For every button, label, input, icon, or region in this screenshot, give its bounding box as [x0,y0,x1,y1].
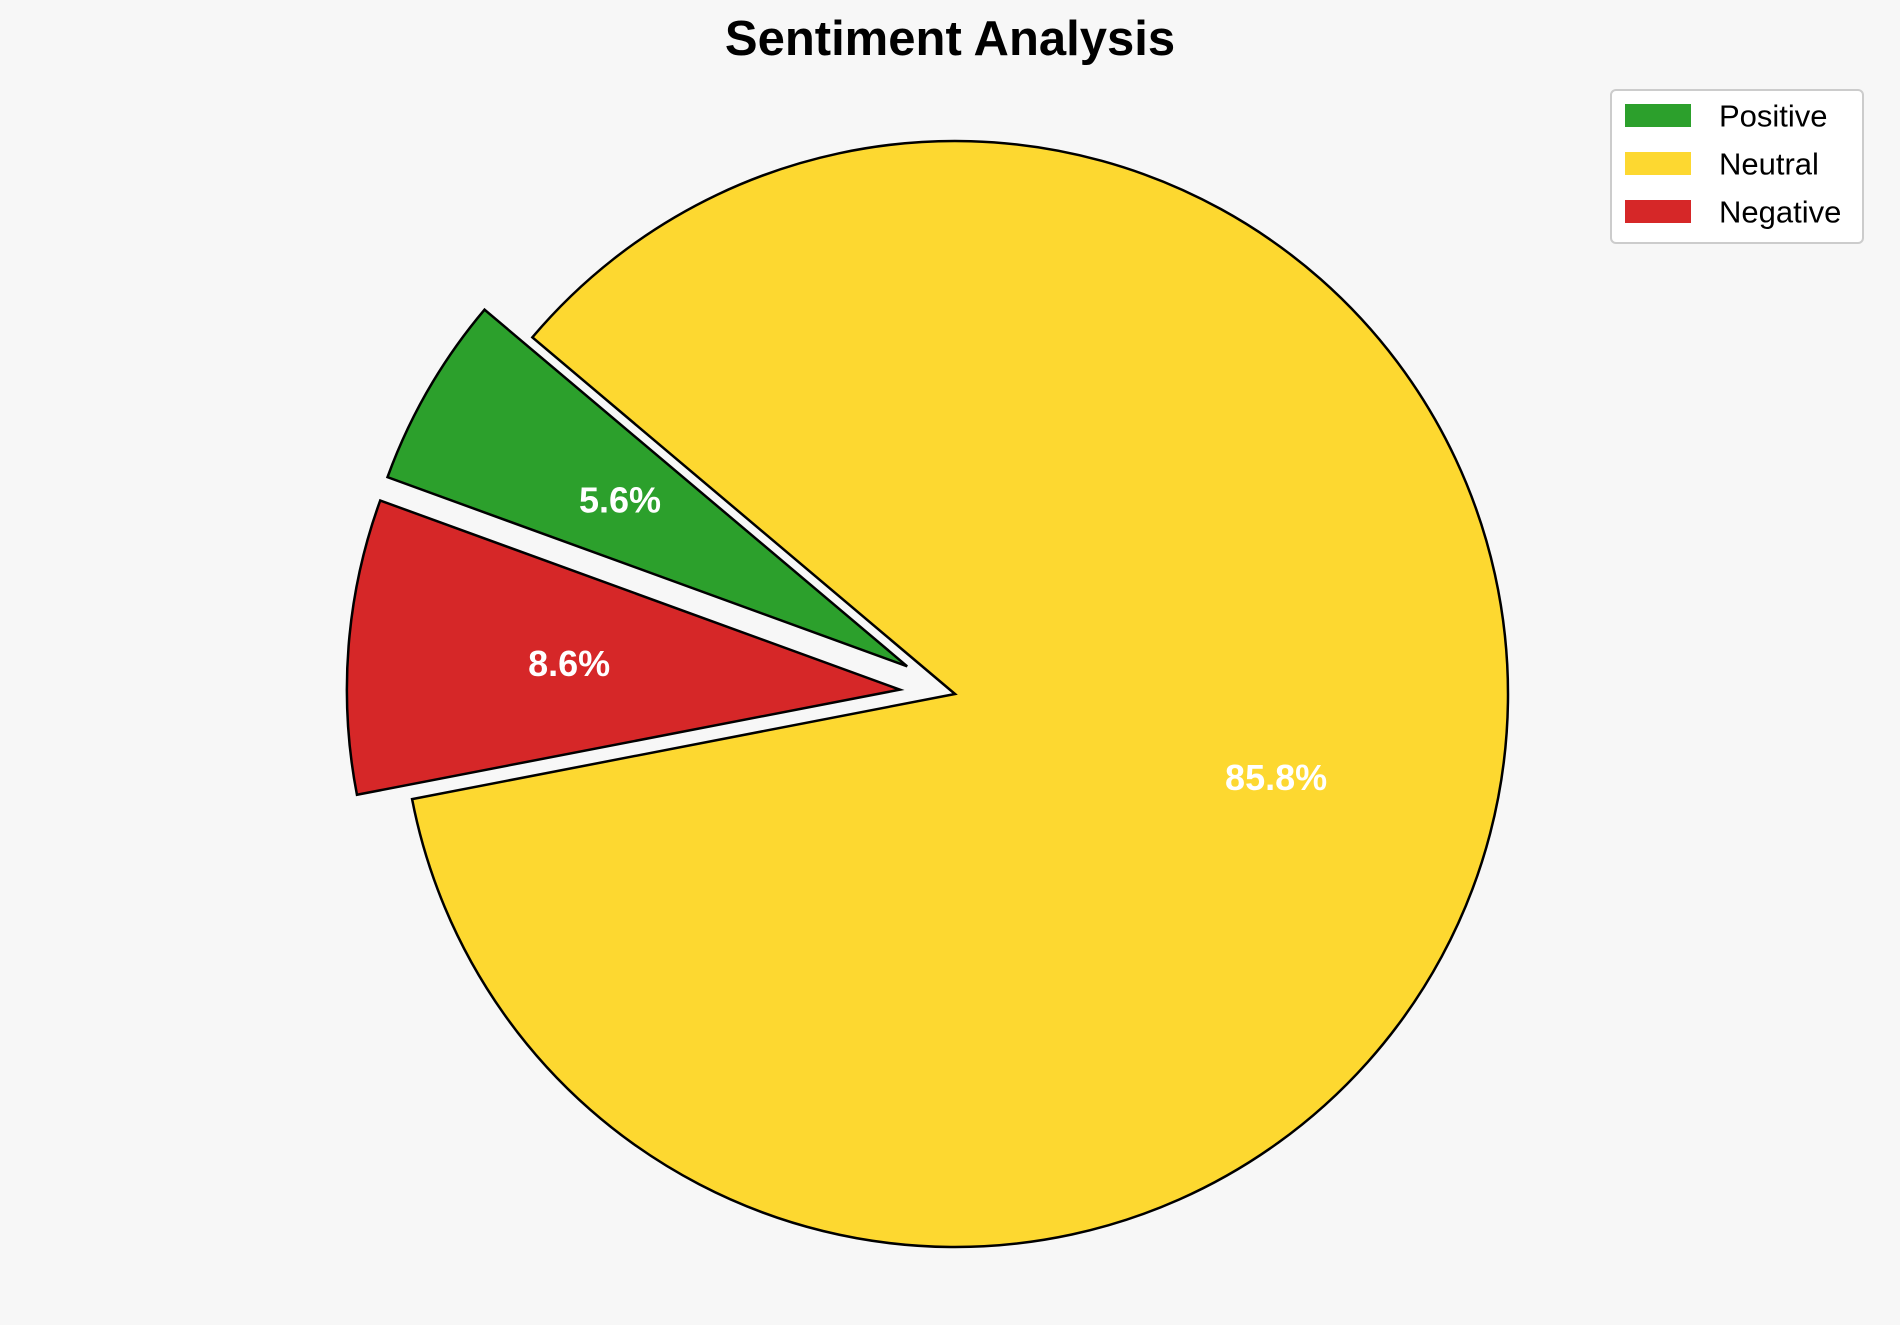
legend-swatch-neutral [1625,152,1691,175]
legend: Positive Neutral Negative [1610,89,1864,244]
legend-label-positive: Positive [1719,99,1828,134]
slice-label-neutral: 85.8% [1225,757,1327,798]
pie-slice-positive [385,307,908,668]
legend-swatch-negative [1625,200,1691,223]
pie-slice-negative [345,498,905,797]
pie-slice-neutral [410,139,1510,1249]
slice-label-negative: 8.6% [528,643,610,684]
pie-slices [345,139,1510,1249]
slice-label-positive: 5.6% [579,479,661,520]
legend-label-negative: Negative [1719,195,1841,230]
pie-slice-labels: 5.6% 85.8% 8.6% [528,479,1327,798]
chart-title: Sentiment Analysis [725,12,1175,66]
legend-label-neutral: Neutral [1719,147,1819,182]
legend-swatch-positive [1625,104,1691,127]
